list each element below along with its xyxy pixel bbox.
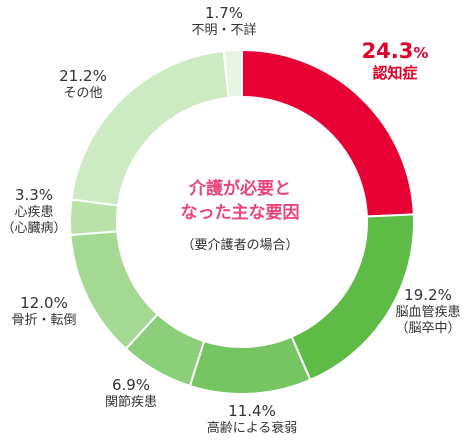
slice-name-3-0: 関節疾患 <box>104 394 157 410</box>
slice-name-5-1: （心臓病） <box>1 221 67 236</box>
center-title: 介護が必要と なった主な要因 （要介護者の場合） <box>140 178 340 253</box>
slice-name-2-0: 高齢による衰弱 <box>206 420 298 436</box>
slice-name-1-0: 脳血管疾患 <box>395 304 461 320</box>
slice-value-1: 19.2% <box>404 286 452 304</box>
slice-label-7: 1.7% 不明・不詳 <box>169 4 279 39</box>
slice-value-3: 6.9% <box>111 376 151 394</box>
center-subtitle: （要介護者の場合） <box>181 237 299 253</box>
slice-name-6-0: その他 <box>63 85 103 101</box>
center-title-line-2: なった主な要因 <box>180 202 300 223</box>
slice-value-4: 12.0% <box>20 294 68 312</box>
slice-value-6: 21.2% <box>59 67 107 85</box>
slice-name-5-0: 心疾患 <box>14 204 54 220</box>
slice-2 <box>188 335 312 395</box>
slice-label-4: 12.0% 骨折・転倒 <box>0 294 99 329</box>
slice-value-5: 3.3% <box>14 186 54 204</box>
slice-label-1: 19.2% 脳血管疾患 （脳卒中） <box>373 286 476 337</box>
slice-label-6: 21.2% その他 <box>28 67 138 102</box>
slice-label-5: 3.3% 心疾患 （心臓病） <box>0 186 89 237</box>
slice-label-0: 24.3% 認知症 <box>340 38 450 83</box>
slice-name-1-1: （脳卒中） <box>395 321 461 336</box>
donut-slices <box>69 48 415 395</box>
slice-name-4-0: 骨折・転倒 <box>11 312 77 328</box>
slice-label-2: 11.4% 高齢による衰弱 <box>197 402 307 437</box>
slice-value-0: 24.3% <box>361 39 429 63</box>
slice-name-7-0: 不明・不詳 <box>191 22 257 38</box>
slice-value-7: 1.7% <box>204 4 244 22</box>
center-title-line-1: 介護が必要と <box>189 179 291 199</box>
slice-7 <box>222 48 243 99</box>
slice-label-3: 6.9% 関節疾患 <box>76 376 186 411</box>
slice-name-0-0: 認知症 <box>372 64 418 83</box>
slice-value-2: 11.4% <box>228 402 276 420</box>
